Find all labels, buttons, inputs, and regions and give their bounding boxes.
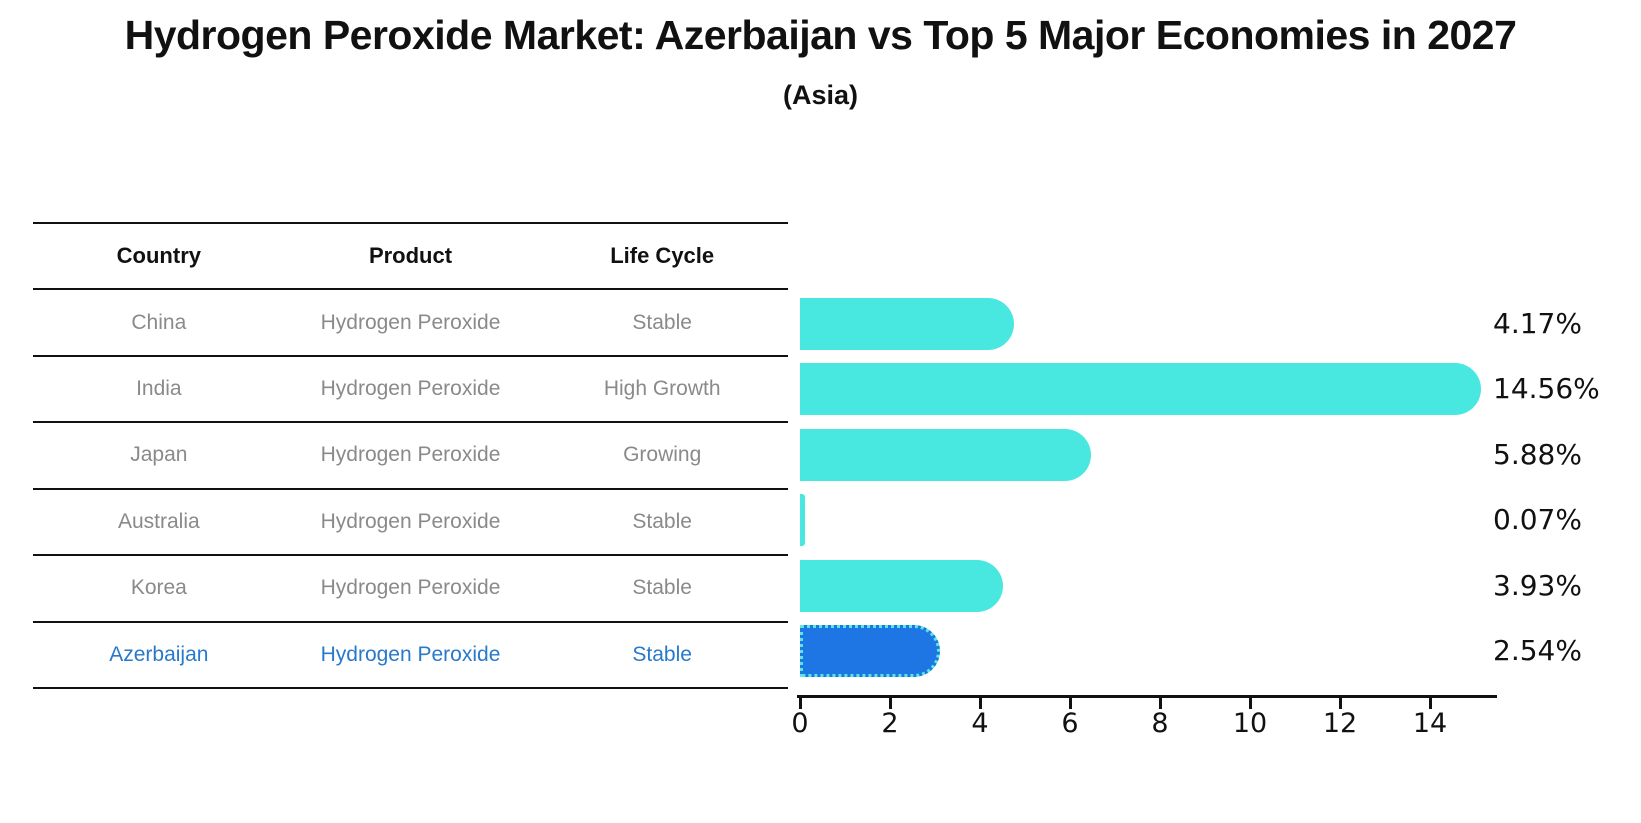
- table-row-japan: Japan Hydrogen Peroxide Growing: [33, 421, 788, 487]
- cell-life-cycle: Stable: [632, 509, 692, 533]
- x-axis-tick-label-4: 4: [971, 708, 989, 739]
- x-axis-tick-label-14: 14: [1412, 708, 1448, 739]
- col-header-product: Product: [368, 243, 453, 269]
- value-label-azerbaijan: 2.54%: [1493, 634, 1582, 667]
- col-header-life-cycle: Life Cycle: [610, 243, 715, 269]
- chart-title: Hydrogen Peroxide Market: Azerbaijan vs …: [124, 12, 1517, 58]
- table-row-azerbaijan: Azerbaijan Hydrogen Peroxide Stable: [33, 620, 788, 687]
- cell-country: Japan: [130, 443, 188, 467]
- value-label-china: 4.17%: [1493, 307, 1582, 340]
- cell-life-cycle: Stable: [632, 642, 692, 666]
- x-axis-tick-label-0: 0: [791, 708, 809, 739]
- value-label-india: 14.56%: [1493, 372, 1600, 406]
- bar-australia: [800, 494, 805, 547]
- x-axis-tick-12: [1338, 697, 1342, 709]
- cell-product: Hydrogen Peroxide: [320, 310, 501, 334]
- cell-life-cycle: Growing: [623, 443, 702, 467]
- x-axis-tick-2: [888, 697, 892, 709]
- cell-product: Hydrogen Peroxide: [320, 443, 501, 467]
- x-axis-tick-label-10: 10: [1232, 708, 1268, 739]
- x-axis-tick-10: [1248, 697, 1252, 709]
- cell-life-cycle: Stable: [632, 310, 692, 334]
- x-axis-tick-6: [1068, 697, 1072, 709]
- chart-subtitle: (Asia): [782, 80, 858, 110]
- x-axis-tick-label-2: 2: [881, 708, 899, 739]
- bar-korea: [800, 559, 1003, 612]
- col-header-country: Country: [116, 243, 201, 269]
- bar-azerbaijan: [800, 625, 941, 677]
- bar-china: [800, 298, 1014, 350]
- cell-country: Azerbaijan: [109, 642, 209, 666]
- x-axis-tick-14: [1428, 697, 1432, 709]
- value-label-australia: 0.07%: [1493, 503, 1582, 537]
- x-axis-tick-4: [978, 697, 982, 709]
- table-row-india: India Hydrogen Peroxide High Growth: [33, 354, 788, 421]
- cell-product: Hydrogen Peroxide: [320, 642, 501, 666]
- x-axis-tick-label-6: 6: [1061, 708, 1079, 739]
- cell-life-cycle: High Growth: [603, 377, 721, 401]
- cell-product: Hydrogen Peroxide: [320, 377, 501, 401]
- cell-country: China: [131, 310, 187, 334]
- value-label-korea: 3.93%: [1493, 568, 1582, 602]
- value-label-japan: 5.88%: [1493, 437, 1582, 471]
- x-axis-tick-0: [798, 697, 802, 709]
- cell-product: Hydrogen Peroxide: [320, 509, 501, 533]
- table-header-row: Country Product Life Cycle: [33, 222, 788, 288]
- x-axis-tick-8: [1158, 697, 1162, 709]
- cell-country: Korea: [130, 576, 187, 600]
- table-row-china: China Hydrogen Peroxide Stable: [33, 288, 788, 354]
- cell-life-cycle: Stable: [632, 576, 692, 600]
- cell-country: Australia: [117, 509, 200, 533]
- table-row-korea: Korea Hydrogen Peroxide Stable: [33, 554, 788, 620]
- data-table: Country Product Life Cycle China Hydrogen…: [33, 222, 788, 689]
- x-axis-line: [797, 695, 1497, 698]
- x-axis-tick-label-8: 8: [1151, 708, 1169, 739]
- cell-country: India: [136, 377, 182, 401]
- bar-india: [800, 363, 1482, 416]
- table-row-australia: Australia Hydrogen Peroxide Stable: [33, 487, 788, 554]
- x-axis-tick-label-12: 12: [1322, 708, 1358, 739]
- cell-product: Hydrogen Peroxide: [320, 576, 501, 600]
- bar-japan: [800, 428, 1091, 481]
